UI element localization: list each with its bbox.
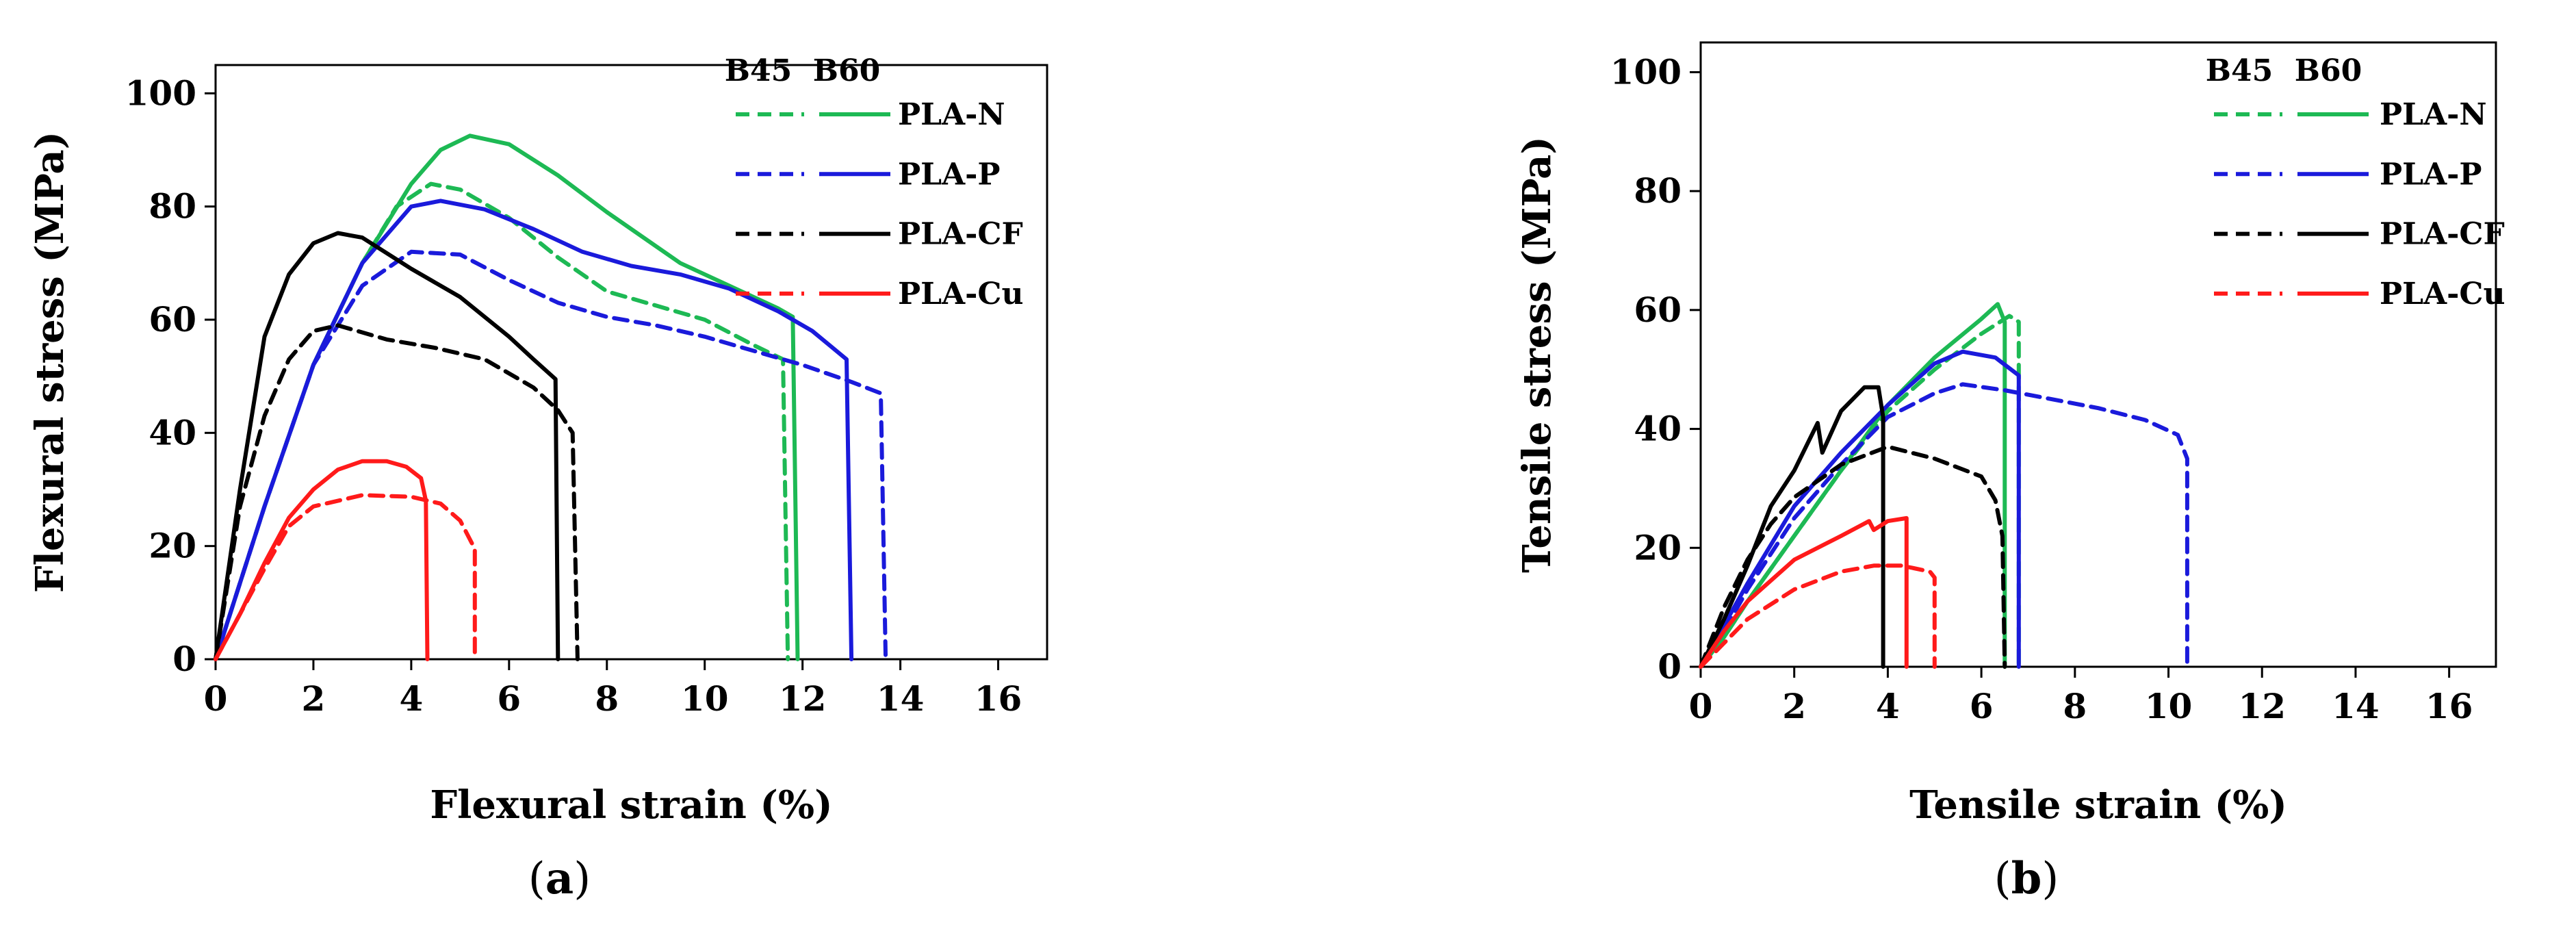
- y-tick-label: 20: [1634, 527, 1682, 567]
- x-tick-label: 6: [1970, 686, 1994, 726]
- series-pla-cu-b45: [1699, 563, 1937, 669]
- legend-label-pla-cf: PLA-CF: [898, 217, 1023, 252]
- plot-frame: [214, 64, 1048, 661]
- legend-label-pla-n: PLA-N: [898, 97, 1005, 132]
- y-tick-label: 60: [1634, 290, 1682, 330]
- x-axis-title: Flexural strain (%): [430, 782, 832, 828]
- series-pla-n-b45: [1699, 314, 2021, 669]
- series-pla-p-b60: [214, 199, 854, 661]
- legend-label-pla-p: PLA-P: [898, 157, 1001, 192]
- legend-label-pla-cu: PLA-Cu: [2380, 277, 2505, 311]
- series-pla-p-b60: [1699, 349, 2021, 669]
- y-tick-label: 0: [172, 639, 196, 679]
- legend-header-b45: B45: [2206, 53, 2273, 88]
- legend-label-pla-p: PLA-P: [2380, 157, 2482, 192]
- series-pla-n-b45: [214, 181, 790, 661]
- y-axis-title: Flexural stress (MPa): [27, 131, 73, 593]
- x-tick-label: 10: [681, 678, 729, 719]
- y-tick-label: 80: [149, 186, 196, 227]
- x-axis-title: Tensile strain (%): [1909, 782, 2287, 828]
- legend-label-pla-cf: PLA-CF: [2380, 217, 2505, 252]
- x-tick-label: 16: [975, 678, 1022, 719]
- legend-label-pla-n: PLA-N: [2380, 97, 2487, 132]
- x-tick-label: 4: [1876, 686, 1900, 726]
- legend: B45 B60 PLA-N PLA-P PLA-CF PLA-Cu: [725, 53, 1024, 311]
- y-axis-title: Tensile stress (MPa): [1515, 136, 1560, 573]
- y-tick-label: 80: [1634, 170, 1682, 211]
- y-tick-label: 20: [149, 526, 196, 566]
- y-tick-label: 40: [149, 412, 196, 452]
- series-pla-cf-b60: [1699, 385, 1885, 669]
- series-pla-cf-b45: [1699, 444, 2007, 669]
- series-pla-cf-b45: [214, 323, 580, 661]
- x-tick-label: 10: [2145, 686, 2193, 726]
- x-tick-label: 14: [877, 678, 925, 719]
- x-tick-label: 0: [1689, 686, 1713, 726]
- panel-label: (a): [528, 853, 591, 904]
- series-pla-n-b60: [1699, 302, 2007, 669]
- series-pla-cu-b60: [214, 459, 430, 661]
- y-tick-label: 60: [149, 299, 196, 340]
- series-pla-cf-b60: [214, 231, 561, 661]
- panel-a: 0 2 4 6 8 10 12 14 16 0 20 40 60 80 100 Flexural strain…: [27, 53, 1048, 904]
- x-tick-label: 12: [779, 678, 827, 719]
- legend-header-b60: B60: [813, 53, 880, 88]
- series-pla-p-b45: [1699, 382, 2189, 669]
- x-tick-label: 0: [204, 678, 228, 719]
- series-pla-cu-b60: [1699, 515, 1909, 669]
- x-tick-label: 6: [497, 678, 521, 719]
- legend-header-b60: B60: [2295, 53, 2362, 88]
- panel-label: (b): [1994, 853, 2059, 904]
- legend-header-b45: B45: [725, 53, 792, 88]
- y-tick-label: 40: [1634, 409, 1682, 449]
- x-tick-label: 8: [2063, 686, 2087, 726]
- x-tick-label: 12: [2238, 686, 2286, 726]
- x-tick-label: 8: [595, 678, 619, 719]
- x-tick-label: 2: [302, 678, 326, 719]
- x-tick-label: 14: [2332, 686, 2380, 726]
- plot-frame: [1699, 41, 2497, 668]
- series-pla-cu-b45: [214, 493, 477, 661]
- legend: B45 B60 PLA-N PLA-P PLA-CF PLA-Cu: [2206, 53, 2506, 311]
- legend-label-pla-cu: PLA-Cu: [898, 277, 1023, 311]
- y-tick-label: 0: [1658, 646, 1682, 687]
- y-tick-label: 100: [125, 73, 196, 113]
- y-tick-label: 100: [1610, 51, 1682, 92]
- panel-b: 0 2 4 6 8 10 12 14 16 0 20 40 60 80 100 Tensile strain …: [1515, 41, 2506, 904]
- x-tick-label: 2: [1782, 686, 1806, 726]
- x-tick-label: 16: [2425, 686, 2473, 726]
- x-tick-label: 4: [399, 678, 423, 719]
